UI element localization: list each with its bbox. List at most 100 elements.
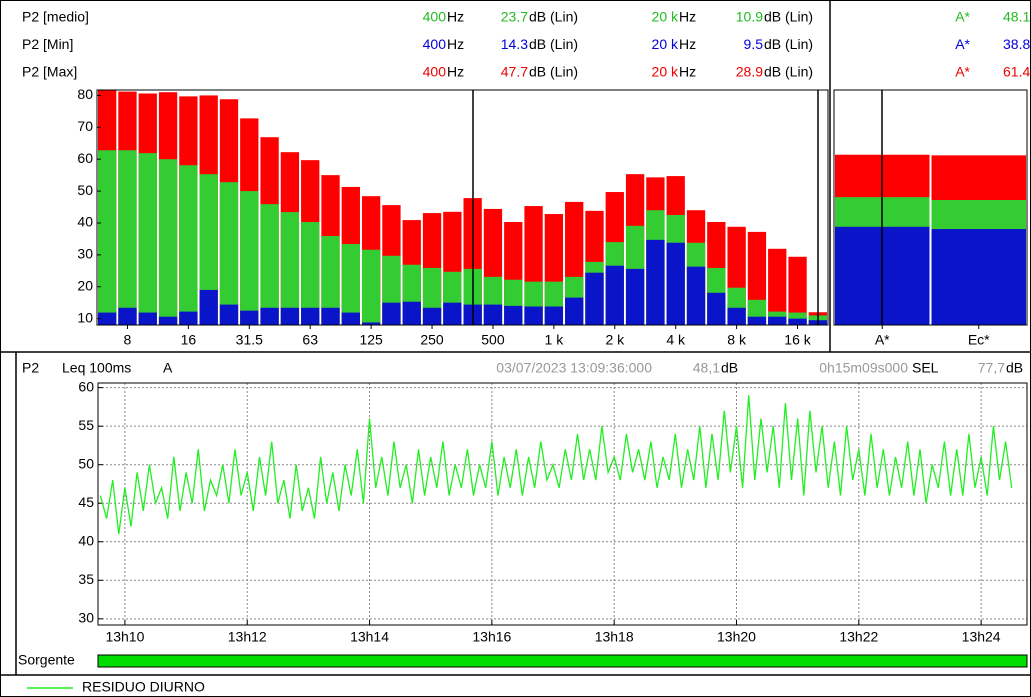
bar (199, 174, 218, 325)
y-tick-label: 70 (77, 118, 93, 134)
freq-1-unit: Hz (447, 64, 464, 80)
band-label: A* (955, 64, 970, 80)
plot-frame (833, 89, 1028, 326)
freq-1: 400 (423, 36, 447, 52)
level-1: 14.3 (501, 36, 528, 52)
y-tick-label: 60 (78, 378, 94, 394)
bar (504, 305, 523, 325)
freq-2: 20 k (652, 64, 679, 80)
bar (179, 165, 198, 325)
bar (931, 229, 1026, 325)
bar (727, 307, 746, 325)
x-tick-label: 8 (124, 332, 132, 348)
bar (98, 312, 117, 325)
freq-2-unit: Hz (679, 36, 696, 52)
status-weighting: A (163, 360, 173, 376)
x-tick-label: 13h18 (595, 629, 634, 645)
x-tick-label: 2 k (605, 332, 625, 348)
bar (240, 310, 259, 325)
row-label: P2 [Min] (22, 36, 73, 52)
band-total: 48.1 (1003, 9, 1030, 25)
x-tick-label: 31.5 (236, 332, 263, 348)
plot-frame (96, 89, 829, 326)
x-tick-label: 4 k (666, 332, 686, 348)
band-total: 61.4 (1003, 64, 1030, 80)
bar (219, 182, 239, 325)
bar (382, 302, 401, 325)
x-tick-label: 63 (302, 332, 318, 348)
y-tick-label: 50 (78, 455, 94, 471)
bar (280, 307, 300, 325)
row-label: P2 [medio] (22, 9, 89, 25)
bar (646, 239, 665, 325)
status-sel-value: 77,7 (978, 360, 1005, 376)
level-2-unit: dB (Lin) (764, 64, 813, 80)
y-tick-label: 55 (78, 417, 94, 433)
bar (585, 272, 604, 325)
level-2: 9.5 (744, 36, 764, 52)
bar (625, 268, 645, 325)
x-tick-label: 13h16 (472, 629, 511, 645)
bar (341, 244, 360, 325)
bar (98, 150, 117, 325)
bar (321, 307, 340, 325)
x-tick-label: 13h10 (105, 629, 144, 645)
legend-label: RESIDUO DIURNO (82, 679, 205, 695)
y-tick-label: 60 (77, 150, 93, 166)
x-tick-label: 250 (420, 332, 444, 348)
x-tick-label: 13h24 (962, 629, 1001, 645)
bar (422, 307, 442, 325)
freq-1: 400 (423, 9, 447, 25)
level-2: 28.9 (736, 64, 763, 80)
bar (707, 292, 726, 325)
x-tick-label: A* (875, 332, 890, 348)
level-1: 23.7 (501, 9, 528, 25)
level-2-unit: dB (Lin) (764, 36, 813, 52)
y-tick-label: 80 (77, 86, 93, 102)
bar (483, 304, 503, 325)
freq-2: 20 k (652, 36, 679, 52)
x-tick-label: 13h22 (839, 629, 878, 645)
source-label: Sorgente (18, 652, 75, 668)
bar (768, 248, 787, 325)
bar (747, 316, 767, 325)
level-1-unit: dB (Lin) (529, 64, 578, 80)
x-tick-label: 1 k (545, 332, 565, 348)
y-tick-label: 20 (77, 277, 93, 293)
band-total: 38.8 (1003, 36, 1030, 52)
bar (280, 212, 300, 325)
freq-1-unit: Hz (447, 36, 464, 52)
y-tick-label: 50 (77, 182, 93, 198)
status-sel-unit: dB (1006, 360, 1023, 376)
bar (443, 302, 462, 325)
y-tick-label: 45 (78, 494, 94, 510)
plot-frame (97, 382, 1028, 626)
source-bar (97, 654, 1028, 668)
x-tick-label: 13h12 (228, 629, 267, 645)
bar (341, 312, 360, 325)
row-label: P2 [Max] (22, 64, 77, 80)
bar (361, 249, 381, 325)
status-sel-label: SEL (912, 360, 939, 376)
level-2: 10.9 (736, 9, 763, 25)
x-tick-label: 500 (481, 332, 505, 348)
status-duration: 0h15m09s000 (819, 360, 908, 376)
status-value-unit: dB (721, 360, 738, 376)
y-tick-label: 30 (77, 246, 93, 262)
status-measure: Leq 100ms (62, 360, 131, 376)
status-value: 48,1 (693, 360, 720, 376)
bar (788, 256, 807, 325)
bar (605, 265, 624, 325)
bar (565, 297, 584, 325)
bar (118, 150, 137, 325)
freq-2-unit: Hz (679, 64, 696, 80)
bar (179, 311, 198, 325)
y-tick-label: 40 (77, 214, 93, 230)
bar (260, 204, 279, 325)
freq-2: 20 k (652, 9, 679, 25)
freq-1: 400 (423, 64, 447, 80)
bar (158, 316, 178, 325)
bar (118, 307, 137, 325)
